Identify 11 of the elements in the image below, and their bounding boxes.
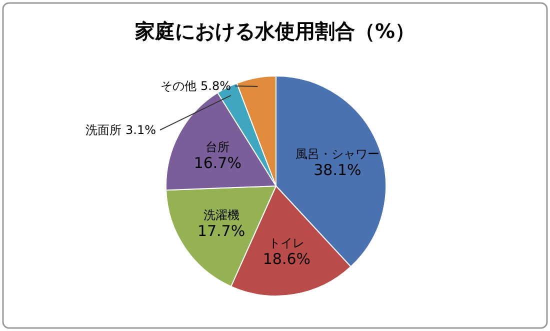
data-label: 16.7%: [194, 154, 242, 172]
slice-label: 洗濯機: [203, 208, 240, 222]
data-label: 18.6%: [262, 250, 311, 268]
slice-label: トイレ: [268, 236, 305, 250]
slice-label: 台所: [206, 140, 230, 154]
data-label: 38.1%: [314, 160, 362, 179]
data-label: 17.7%: [197, 222, 246, 240]
slice-label: その他 5.8%: [160, 79, 231, 93]
slice-label: 洗面所 3.1%: [86, 123, 156, 137]
slice-label: 風呂・シャワー: [295, 146, 380, 161]
chart-title: 家庭における水使用割合（%）: [134, 19, 416, 43]
